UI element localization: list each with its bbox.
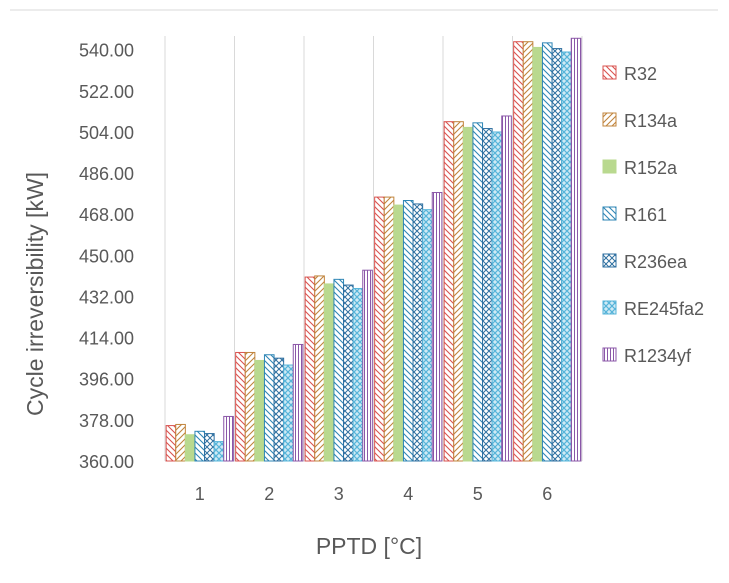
- legend-label: R32: [624, 64, 657, 84]
- y-tick-label: 522.00: [79, 82, 134, 102]
- bar-r32-2: [235, 351, 246, 462]
- x-tick-label: 1: [195, 484, 205, 504]
- bar-r152a-5: [462, 126, 474, 462]
- bar-r152a-3: [323, 283, 335, 462]
- grid-layer: [164, 36, 583, 462]
- legend-swatch: [602, 253, 617, 268]
- bar-r152a-1: [184, 434, 196, 462]
- x-tick-label: 5: [473, 484, 483, 504]
- bar-r134a-1: [175, 423, 186, 462]
- legend-label: R161: [624, 205, 667, 225]
- y-tick-label: 486.00: [79, 164, 134, 184]
- x-tick-labels: 1 2 3 4 5 6: [195, 484, 553, 504]
- bar-r152a-4: [393, 204, 404, 462]
- bar-r32-4: [374, 196, 385, 462]
- legend-swatch: [602, 159, 617, 174]
- bar-r32-1: [165, 425, 177, 462]
- bar-r236ea-3: [343, 284, 354, 462]
- y-tick-labels: 360.00 378.00 396.00 414.00 432.00 450.00 468.…: [79, 41, 134, 472]
- bar-r134a-5: [453, 121, 464, 462]
- bar-r236ea-4: [412, 203, 424, 462]
- bar-re245fa2-6: [561, 51, 572, 462]
- bar-r1234yf-5: [501, 115, 512, 462]
- bar-r161-1: [194, 430, 206, 462]
- x-tick-label: 2: [264, 484, 274, 504]
- bar-r236ea-6: [551, 48, 563, 462]
- bar-re245fa2-1: [213, 441, 225, 462]
- y-tick-label: 450.00: [79, 246, 134, 266]
- y-tick-label: 396.00: [79, 370, 134, 390]
- legend: R32 R134a R152a R161 R236ea RE245fa2 R1234yf: [602, 64, 704, 366]
- bar-r161-2: [263, 354, 275, 462]
- bar-r1234yf-4: [431, 192, 443, 462]
- x-tick-label: 6: [542, 484, 552, 504]
- legend-label: R134a: [624, 111, 678, 131]
- y-axis-title: Cycle irreversibility [kW]: [22, 172, 48, 416]
- y-tick-label: 360.00: [79, 452, 134, 472]
- x-tick-label: 3: [334, 484, 344, 504]
- bar-r32-3: [304, 276, 316, 462]
- legend-swatch: [602, 347, 617, 362]
- bar-r1234yf-6: [570, 37, 582, 462]
- y-tick-label: 540.00: [79, 41, 134, 61]
- bar-r1234yf-2: [292, 343, 304, 462]
- y-tick-label: 378.00: [79, 411, 134, 431]
- bar-re245fa2-4: [422, 209, 433, 462]
- y-tick-label: 432.00: [79, 287, 134, 307]
- legend-label: RE245fa2: [624, 299, 704, 319]
- bar-r134a-6: [522, 41, 534, 462]
- bar-re245fa2-3: [352, 287, 364, 462]
- bar-r134a-2: [244, 351, 256, 462]
- bar-r152a-2: [254, 359, 265, 462]
- bar-r152a-6: [532, 46, 543, 462]
- bar-r236ea-2: [273, 357, 285, 462]
- legend-swatch: [602, 300, 617, 315]
- bar-r32-6: [513, 41, 524, 462]
- bars-layer: [165, 37, 582, 462]
- bar-r236ea-1: [204, 433, 215, 462]
- y-tick-label: 504.00: [79, 123, 134, 143]
- y-tick-label: 414.00: [79, 329, 134, 349]
- bar-r32-5: [443, 121, 455, 462]
- legend-swatch: [602, 206, 617, 221]
- x-tick-label: 4: [403, 484, 413, 504]
- bar-r161-3: [333, 278, 345, 462]
- bar-re245fa2-2: [283, 364, 294, 462]
- bar-r236ea-5: [482, 128, 493, 462]
- legend-label: R152a: [624, 158, 678, 178]
- legend-label: R236ea: [624, 252, 688, 272]
- legend-swatch: [602, 65, 617, 80]
- bar-r1234yf-1: [223, 415, 234, 462]
- legend-swatch: [602, 112, 617, 127]
- bar-r161-6: [541, 42, 553, 462]
- bar-r134a-3: [314, 275, 325, 462]
- y-tick-label: 468.00: [79, 205, 134, 225]
- bar-r161-5: [472, 122, 484, 462]
- bar-re245fa2-5: [491, 131, 503, 462]
- bar-r1234yf-3: [362, 269, 373, 462]
- bar-r134a-4: [383, 196, 395, 462]
- legend-label: R1234yf: [624, 346, 692, 366]
- x-axis-title: PPTD [°C]: [316, 533, 422, 559]
- bar-r161-4: [402, 200, 414, 462]
